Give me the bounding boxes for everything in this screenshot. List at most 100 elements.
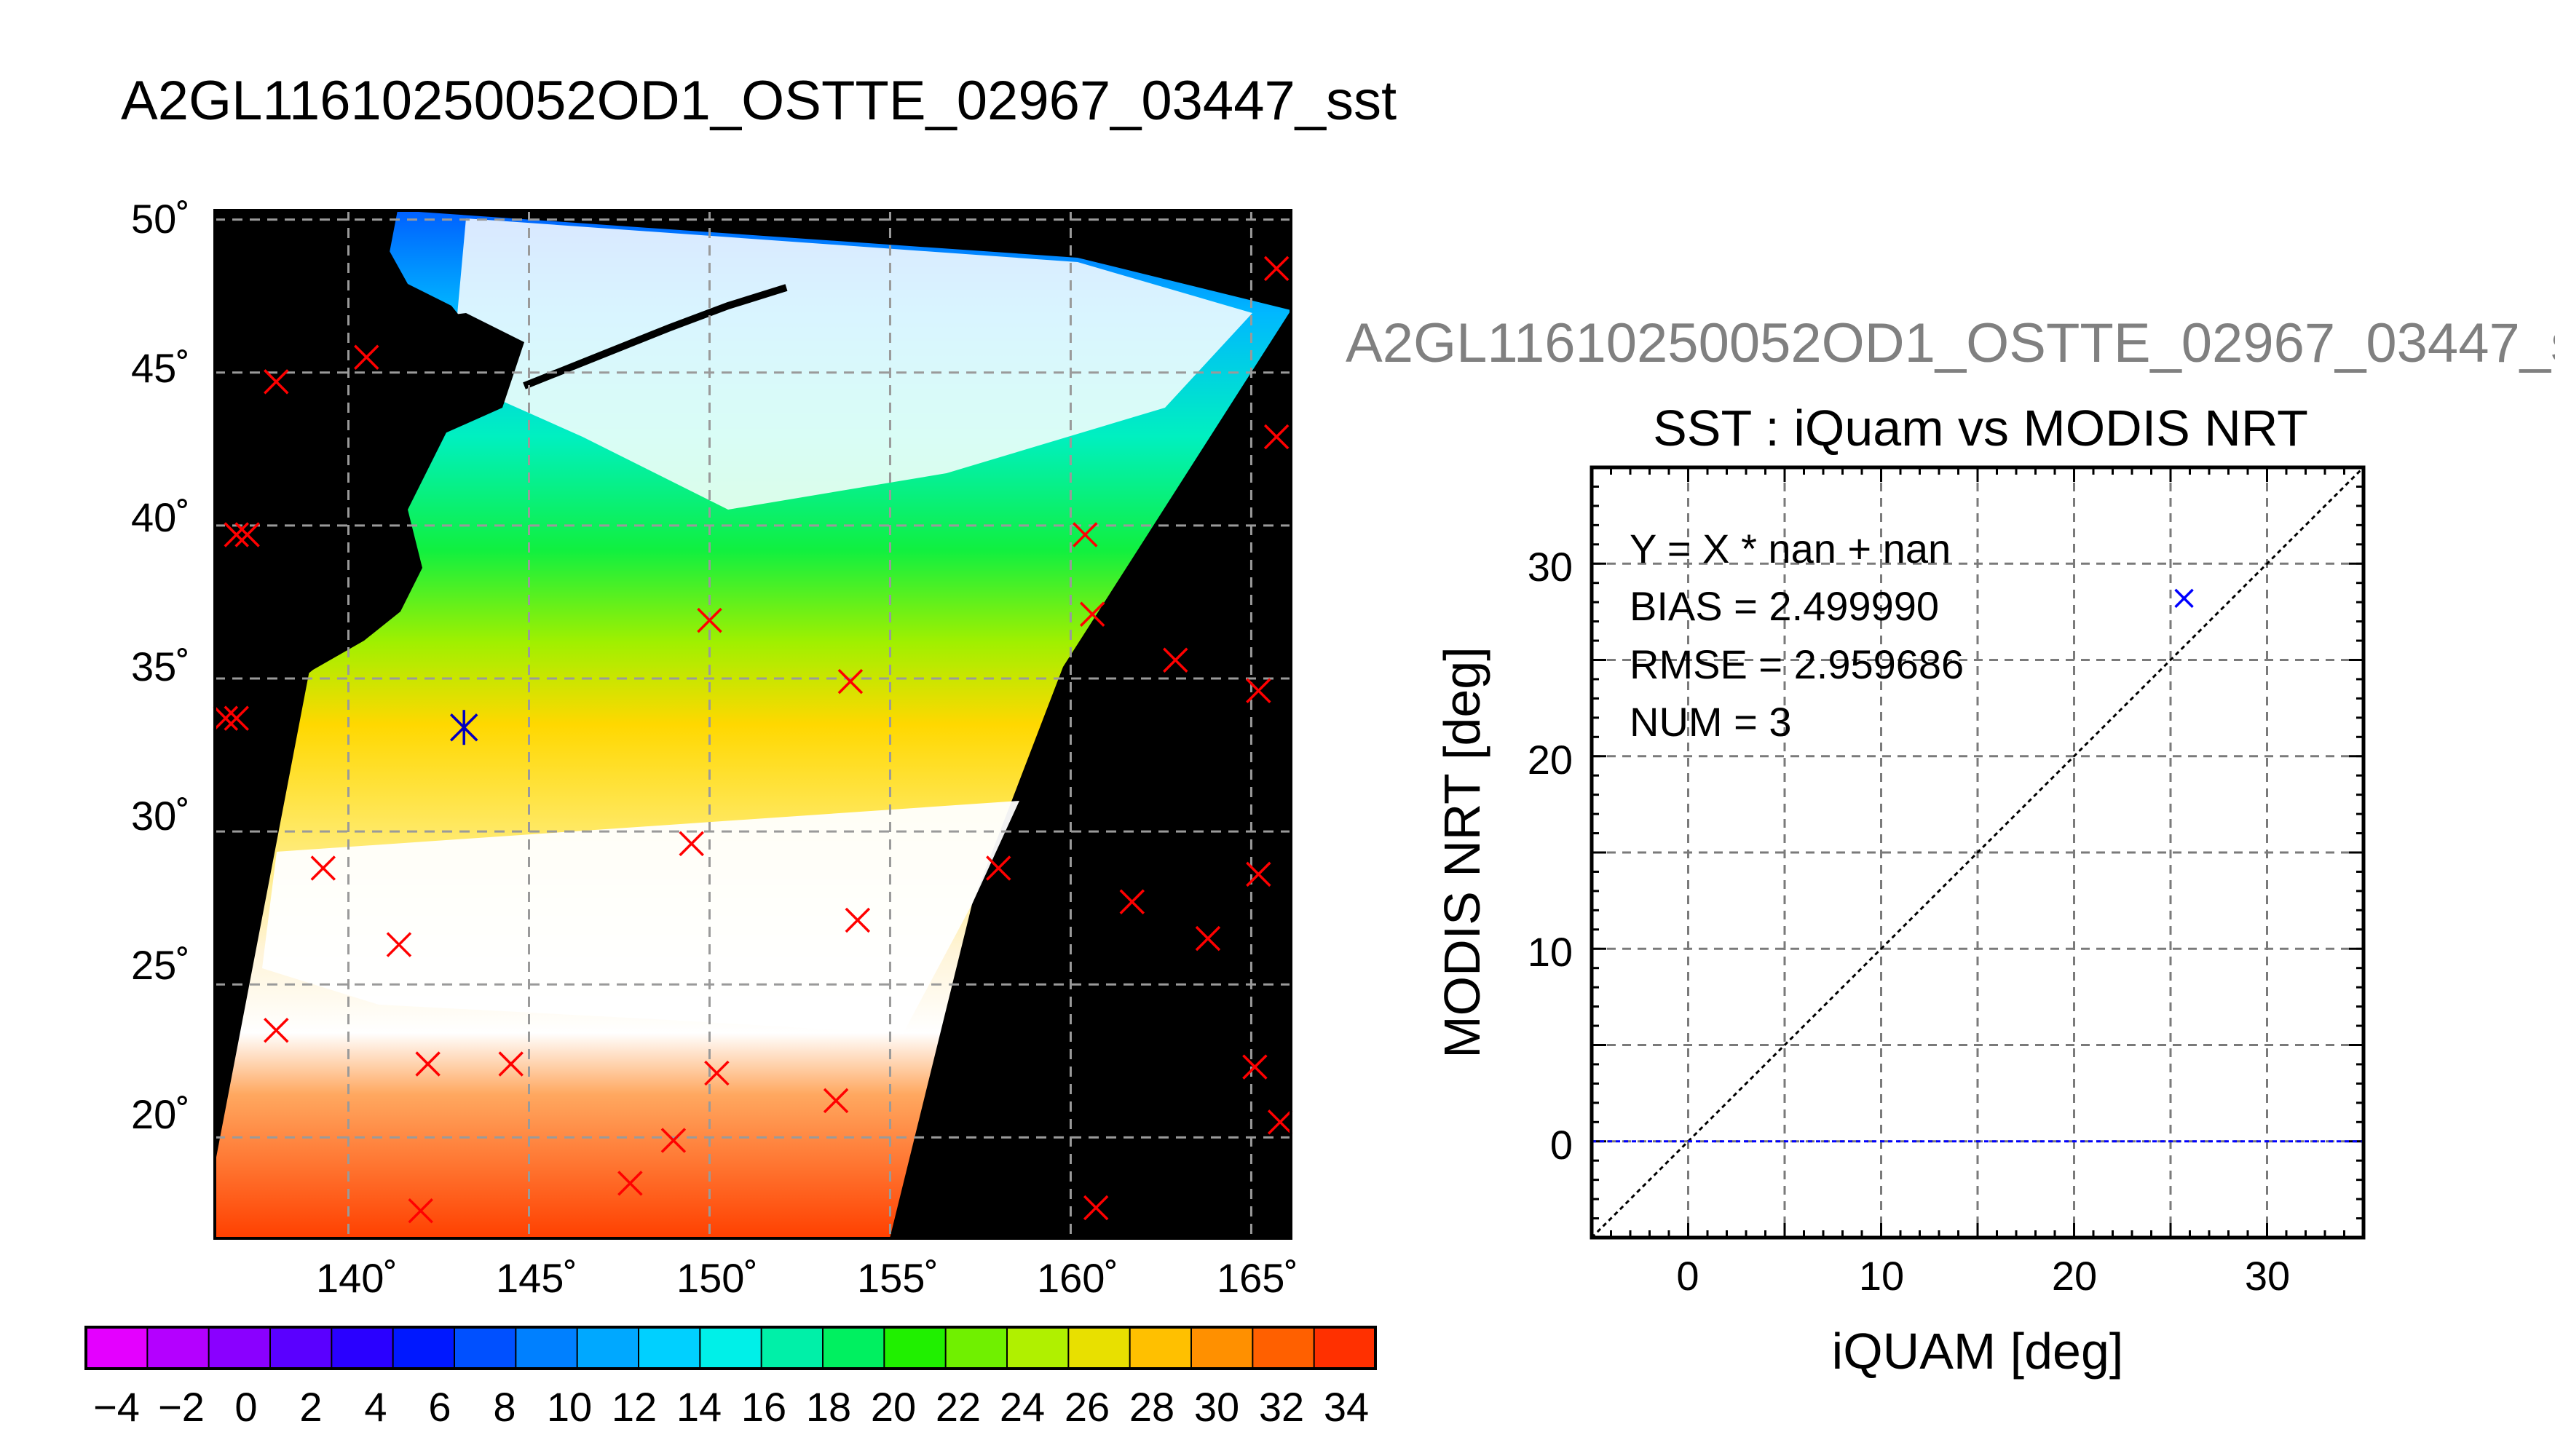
- lon-tick-label: 160˚: [1037, 1255, 1118, 1301]
- iquam-marker: [1073, 522, 1098, 547]
- colorbar-swatch: [823, 1327, 885, 1369]
- y-tick-label: 10: [1528, 929, 1573, 975]
- scatter-point: [2174, 588, 2194, 609]
- lon-tick-label: 155˚: [857, 1255, 939, 1301]
- colorbar-tick-label: 8: [493, 1384, 516, 1430]
- iquam-marker-stroke: [986, 855, 1011, 881]
- lat-tick-label: 25˚: [131, 942, 190, 988]
- scatter-point-stroke: [2174, 588, 2194, 609]
- iquam-marker: [213, 705, 239, 731]
- iquam-marker-stroke: [1119, 889, 1145, 914]
- iquam-marker: [1119, 889, 1145, 914]
- y-tick-label: 0: [1550, 1122, 1573, 1168]
- lat-tick-label: 45˚: [131, 345, 190, 391]
- iquam-marker: [224, 705, 249, 731]
- colorbar-swatch: [516, 1327, 578, 1369]
- iquam-marker: [1083, 1195, 1109, 1221]
- colorbar-swatch: [392, 1327, 455, 1369]
- iquam-marker: [704, 1060, 730, 1086]
- iquam-marker-stroke: [1246, 861, 1271, 887]
- colorbar-tick-label: 32: [1259, 1384, 1304, 1430]
- iquam-marker-stroke: [617, 1171, 643, 1196]
- iquam-marker-stroke: [1242, 1054, 1268, 1080]
- colorbar-swatch: [945, 1327, 1008, 1369]
- iquam-marker-stroke: [386, 932, 412, 957]
- map-title: A2GL11610250052OD1_OSTTE_02967_03447_sst: [121, 70, 1397, 132]
- iquam-marker: [1263, 256, 1290, 282]
- iquam-marker: [1246, 678, 1271, 704]
- x-axis-label: iQUAM [deg]: [1832, 1323, 2124, 1380]
- iquam-marker-stroke: [234, 522, 260, 547]
- colorbar-swatch: [1191, 1327, 1253, 1369]
- colorbar-swatch: [270, 1327, 332, 1369]
- map-markers: [213, 256, 1293, 1224]
- iquam-marker: [408, 1198, 433, 1224]
- colorbar-tick-label: 16: [741, 1384, 786, 1430]
- land-kuril-chain: [523, 284, 788, 389]
- colorbar-swatch: [331, 1327, 394, 1369]
- stats-box: Y = X * nan + nan BIAS = 2.499990 RMSE =…: [1630, 526, 1964, 745]
- colorbar-swatch: [1314, 1327, 1376, 1369]
- colorbar-swatch: [1068, 1327, 1131, 1369]
- longitude-tick-labels: 140˚ 145˚ 150˚ 155˚ 160˚ 165˚: [316, 1255, 1298, 1301]
- colorbar-swatch: [1129, 1327, 1192, 1369]
- iquam-marker-stroke: [408, 1198, 433, 1224]
- iquam-marker-stroke: [264, 369, 289, 395]
- colorbar-tick-label: 34: [1324, 1384, 1369, 1430]
- colorbar-swatch: [639, 1327, 700, 1369]
- lat-tick-label: 50˚: [131, 196, 190, 242]
- lon-tick-label: 165˚: [1217, 1255, 1298, 1301]
- iquam-marker-stroke: [837, 668, 864, 695]
- iquam-marker-stroke: [224, 522, 249, 547]
- iquam-marker-stroke: [1079, 601, 1105, 627]
- colorbar-swatch: [454, 1327, 516, 1369]
- colorbar-tick-label: 18: [806, 1384, 851, 1430]
- iquam-marker: [386, 932, 412, 957]
- colorbar-tick-label: −2: [158, 1384, 205, 1430]
- x-tick-label: 20: [2052, 1253, 2097, 1299]
- iquam-marker-stroke: [1263, 424, 1290, 450]
- iquam-marker: [1195, 925, 1221, 951]
- iquam-marker-stroke: [697, 607, 722, 633]
- iquam-marker-stroke: [224, 705, 249, 731]
- colorbar-swatch: [700, 1327, 762, 1369]
- iquam-marker-stroke: [415, 1051, 441, 1077]
- lat-tick-label: 40˚: [131, 494, 190, 540]
- map-panel: 50˚ 45˚ 40˚ 35˚ 30˚ 25˚ 20˚ 140˚ 145˚ 15…: [84, 196, 1377, 1430]
- iquam-marker: [1267, 1109, 1293, 1135]
- colorbar-swatch: [577, 1327, 639, 1369]
- colorbar-tick-labels: −4 −2 0 2 4 6 8 10 12 14 16 18 20 22 24 …: [93, 1384, 1369, 1430]
- colorbar-swatch: [86, 1327, 148, 1369]
- fit-equation: Y = X * nan + nan: [1630, 526, 1951, 571]
- colorbar-tick-label: 20: [871, 1384, 916, 1430]
- bias-value: BIAS = 2.499990: [1630, 583, 1939, 629]
- iquam-marker-stroke: [704, 1060, 730, 1086]
- y-axis-label: MODIS NRT [deg]: [1434, 646, 1490, 1058]
- lon-tick-label: 140˚: [316, 1255, 398, 1301]
- colorbar-swatch: [884, 1327, 947, 1369]
- x-tick-label: 30: [2245, 1253, 2290, 1299]
- identity-line: [1590, 466, 2365, 1239]
- iquam-marker: [264, 1018, 289, 1043]
- iquam-marker-stroke: [310, 855, 336, 881]
- iquam-marker: [837, 668, 864, 695]
- colorbar-tick-label: 30: [1194, 1384, 1239, 1430]
- colorbar-tick-label: 10: [547, 1384, 592, 1430]
- colorbar-tick-label: 14: [676, 1384, 722, 1430]
- map-grid: [215, 210, 1291, 1238]
- y-tick-label: 20: [1528, 737, 1573, 783]
- iquam-marker-stroke: [498, 1051, 524, 1077]
- colorbar-tick-label: 28: [1129, 1384, 1174, 1430]
- colorbar-swatch: [208, 1327, 271, 1369]
- iquam-marker: [354, 344, 379, 370]
- colorbar-tick-label: 2: [299, 1384, 322, 1430]
- iquam-marker: [1246, 861, 1271, 887]
- colorbar-tick-label: 6: [428, 1384, 451, 1430]
- iquam-marker-stroke: [1267, 1109, 1293, 1135]
- iquam-marker: [1263, 424, 1290, 450]
- lat-tick-label: 35˚: [131, 644, 190, 689]
- iquam-marker-stroke: [1246, 678, 1271, 704]
- iquam-marker: [1242, 1054, 1268, 1080]
- latitude-tick-labels: 50˚ 45˚ 40˚ 35˚ 30˚ 25˚ 20˚: [131, 196, 190, 1137]
